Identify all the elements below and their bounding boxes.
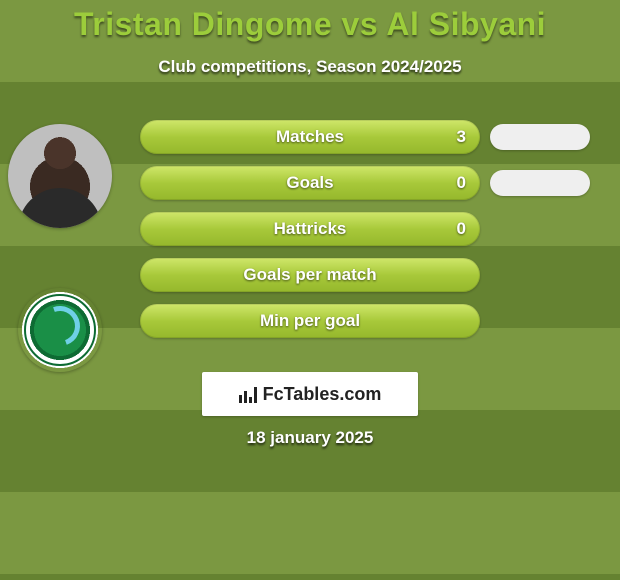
stat-value: 3 [457,120,466,154]
page-title: Tristan Dingome vs Al Sibyani [0,6,620,43]
stats-card: Tristan Dingome vs Al Sibyani Club compe… [0,0,620,580]
subtitle: Club competitions, Season 2024/2025 [0,57,620,77]
stat-label: Goals [140,166,480,200]
opponent-pill [490,170,590,196]
brand-badge: FcTables.com [202,372,418,416]
stat-label: Matches [140,120,480,154]
player-avatar [8,124,112,228]
stat-bar: Hattricks0 [140,212,480,246]
stat-bar: Goals per match [140,258,480,292]
chart-icon [239,385,257,403]
stat-bar: Goals0 [140,166,480,200]
left-avatars [8,124,112,372]
stat-label: Min per goal [140,304,480,338]
stat-label: Goals per match [140,258,480,292]
stat-value: 0 [457,166,466,200]
club-crest [18,288,102,372]
stat-rows: Matches3Goals0Hattricks0Goals per matchM… [140,120,480,350]
stat-bar: Matches3 [140,120,480,154]
brand-text: FcTables.com [263,384,382,405]
stat-bar: Min per goal [140,304,480,338]
stat-value: 0 [457,212,466,246]
stat-label: Hattricks [140,212,480,246]
opponent-pill [490,124,590,150]
footer-date: 18 january 2025 [0,428,620,448]
